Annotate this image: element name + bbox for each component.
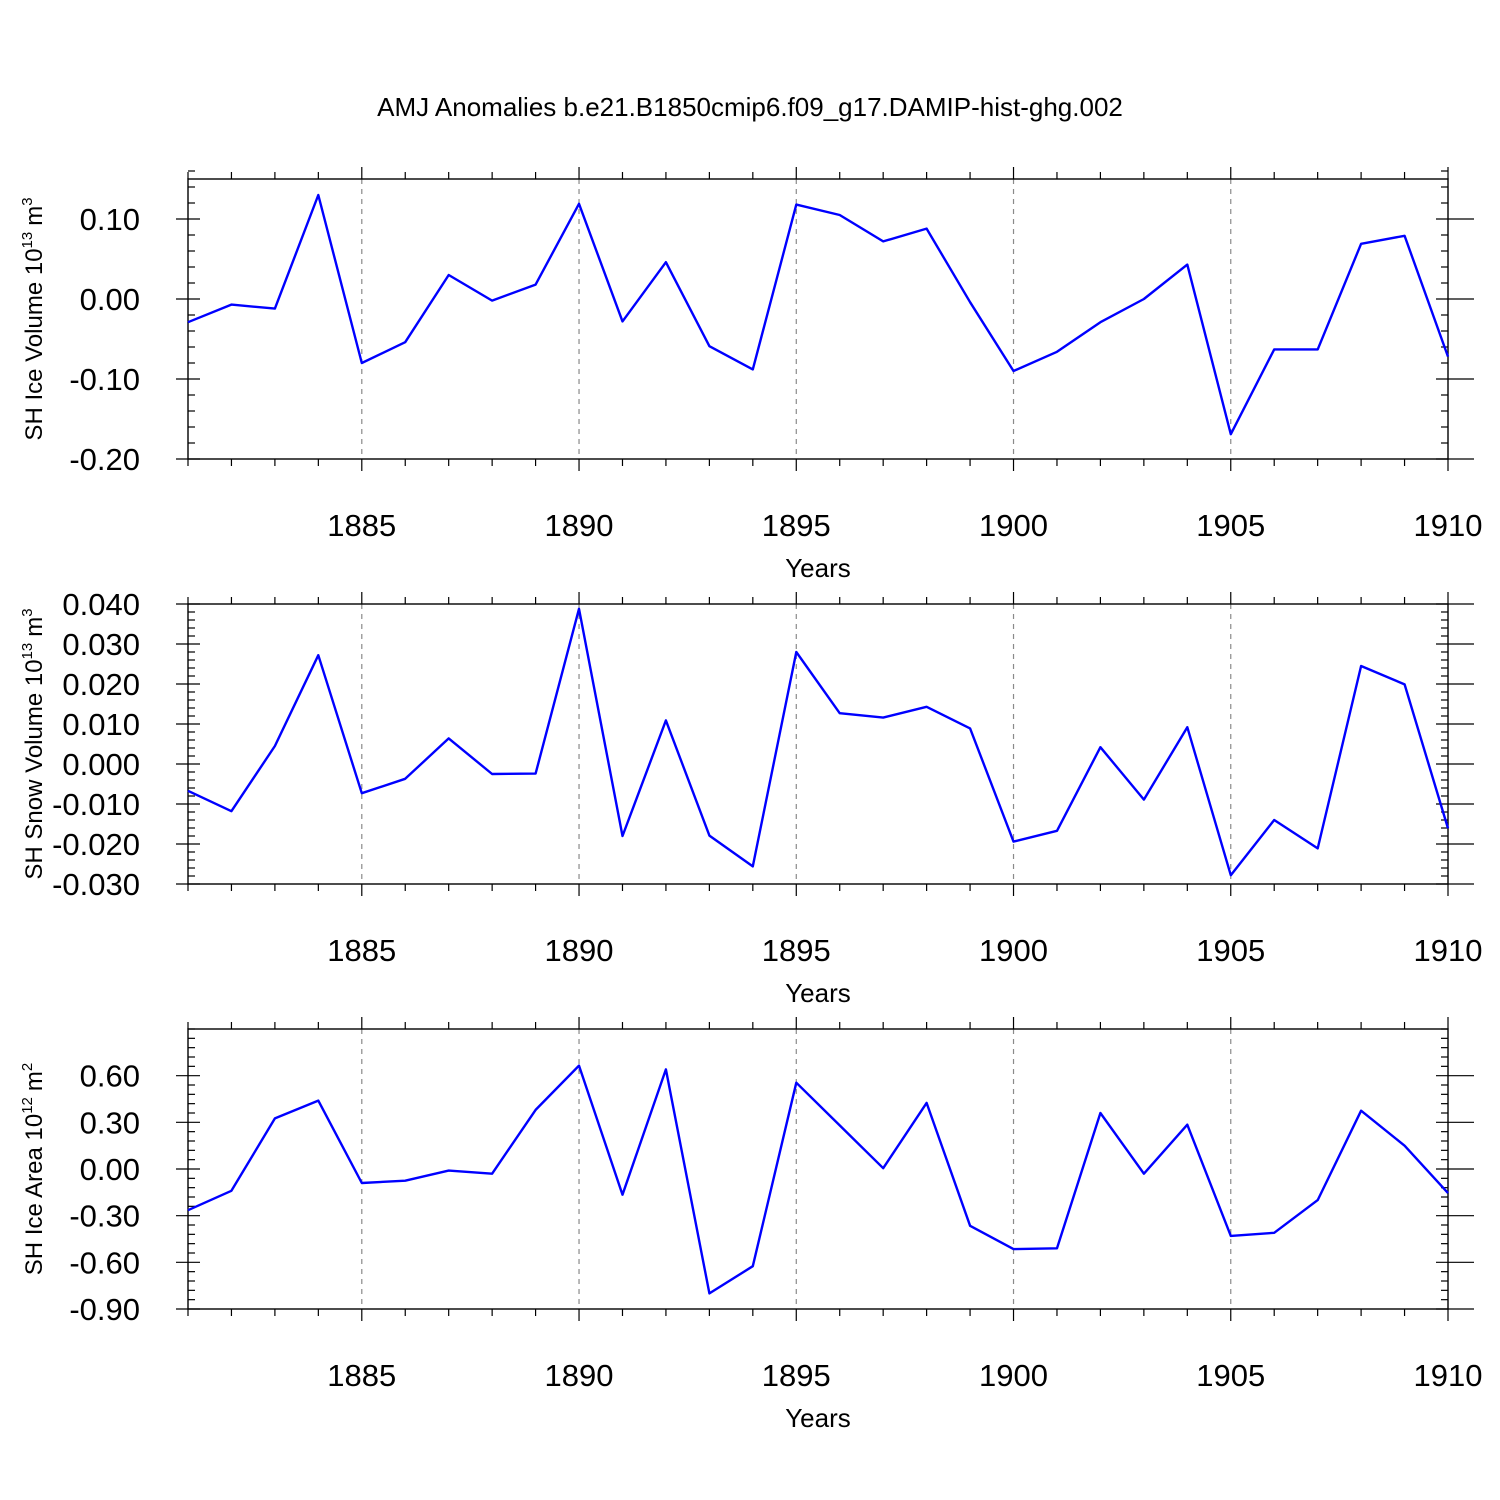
chart-panel-1: -0.20 -0.10 0.00 0.10 1885 1890 1895 1900 1905 19… [19, 167, 1482, 583]
x-tick-label: 1910 [1414, 1358, 1483, 1393]
y-axis-label: SH Ice Area 1012m2 [19, 1063, 48, 1275]
y-axis-label: SH Ice Volume 1013m3 [19, 197, 48, 440]
x-tick-label: 1890 [545, 508, 614, 543]
x-tick-label: 1905 [1196, 508, 1265, 543]
x-tick-label: 1885 [327, 1358, 396, 1393]
chart-title: AMJ Anomalies b.e21.B1850cmip6.f09_g17.D… [377, 92, 1123, 122]
x-tick-label: 1890 [545, 933, 614, 968]
y-tick-label: 0.040 [62, 587, 140, 622]
x-tick-label: 1905 [1196, 1358, 1265, 1393]
x-axis-label: Years [785, 978, 851, 1008]
plot-frame [187, 178, 1449, 460]
x-tick-label: 1895 [762, 508, 831, 543]
x-axis-label: Years [785, 1403, 851, 1433]
y-tick-label: 0.00 [80, 1152, 140, 1187]
x-tick-label: 1895 [762, 1358, 831, 1393]
series-line [187, 193, 1450, 436]
x-tick-label: 1900 [979, 508, 1048, 543]
y-tick-label: 0.030 [62, 627, 140, 662]
chart-panel-2: -0.030 -0.020 -0.010 0.000 0.010 0.020 0.030 0.… [19, 587, 1482, 1008]
x-tick-label: 1895 [762, 933, 831, 968]
x-tick-label: 1885 [327, 508, 396, 543]
series-line [187, 1064, 1449, 1295]
y-tick-label: -0.020 [52, 827, 140, 862]
y-tick-label: -0.10 [69, 362, 140, 397]
y-tick-label: -0.60 [69, 1245, 140, 1280]
x-tick-label: 1910 [1414, 933, 1483, 968]
x-tick-label: 1900 [979, 1358, 1048, 1393]
x-tick-label: 1900 [979, 933, 1048, 968]
x-tick-label: 1885 [327, 933, 396, 968]
plot-frame [187, 1028, 1449, 1310]
chart-panel-3: -0.90 -0.60 -0.30 0.00 0.30 0.60 1885 1890 1895 1… [19, 1017, 1482, 1433]
y-tick-label: -0.90 [69, 1292, 140, 1327]
series-line [187, 607, 1450, 877]
y-tick-label: -0.20 [69, 442, 140, 477]
y-tick-label: 0.010 [62, 707, 140, 742]
y-tick-label: -0.030 [52, 867, 140, 902]
x-axis-label: Years [785, 553, 851, 583]
x-tick-label: 1890 [545, 1358, 614, 1393]
y-tick-label: 0.020 [62, 667, 140, 702]
y-tick-label: 0.10 [80, 202, 140, 237]
x-tick-label: 1910 [1414, 508, 1483, 543]
y-tick-label: 0.60 [80, 1059, 140, 1094]
y-tick-label: 0.00 [80, 282, 140, 317]
plot-frame [187, 603, 1449, 885]
y-tick-label: -0.30 [69, 1199, 140, 1234]
x-tick-label: 1905 [1196, 933, 1265, 968]
y-axis-label: SH Snow Volume 1013m3 [19, 608, 48, 879]
y-tick-label: -0.010 [52, 787, 140, 822]
y-tick-label: 0.30 [80, 1105, 140, 1140]
y-tick-label: 0.000 [62, 747, 140, 782]
